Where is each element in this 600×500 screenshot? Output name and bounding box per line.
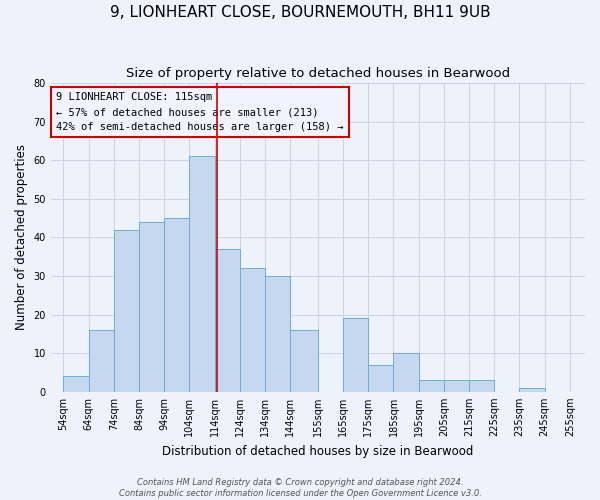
Bar <box>394 353 419 392</box>
Bar <box>444 380 469 392</box>
Bar <box>240 268 265 392</box>
Bar <box>343 318 368 392</box>
Bar <box>139 222 164 392</box>
Bar <box>265 276 290 392</box>
Bar <box>215 249 240 392</box>
Bar <box>419 380 444 392</box>
Bar <box>368 365 394 392</box>
Bar <box>469 380 494 392</box>
X-axis label: Distribution of detached houses by size in Bearwood: Distribution of detached houses by size … <box>162 444 473 458</box>
Text: Contains HM Land Registry data © Crown copyright and database right 2024.
Contai: Contains HM Land Registry data © Crown c… <box>119 478 481 498</box>
Bar <box>520 388 545 392</box>
Title: Size of property relative to detached houses in Bearwood: Size of property relative to detached ho… <box>126 68 510 80</box>
Y-axis label: Number of detached properties: Number of detached properties <box>15 144 28 330</box>
Bar <box>64 376 89 392</box>
Bar <box>89 330 114 392</box>
Bar <box>114 230 139 392</box>
Bar <box>290 330 318 392</box>
Text: 9, LIONHEART CLOSE, BOURNEMOUTH, BH11 9UB: 9, LIONHEART CLOSE, BOURNEMOUTH, BH11 9U… <box>110 5 490 20</box>
Bar <box>190 156 215 392</box>
Text: 9 LIONHEART CLOSE: 115sqm
← 57% of detached houses are smaller (213)
42% of semi: 9 LIONHEART CLOSE: 115sqm ← 57% of detac… <box>56 92 344 132</box>
Bar <box>164 218 190 392</box>
